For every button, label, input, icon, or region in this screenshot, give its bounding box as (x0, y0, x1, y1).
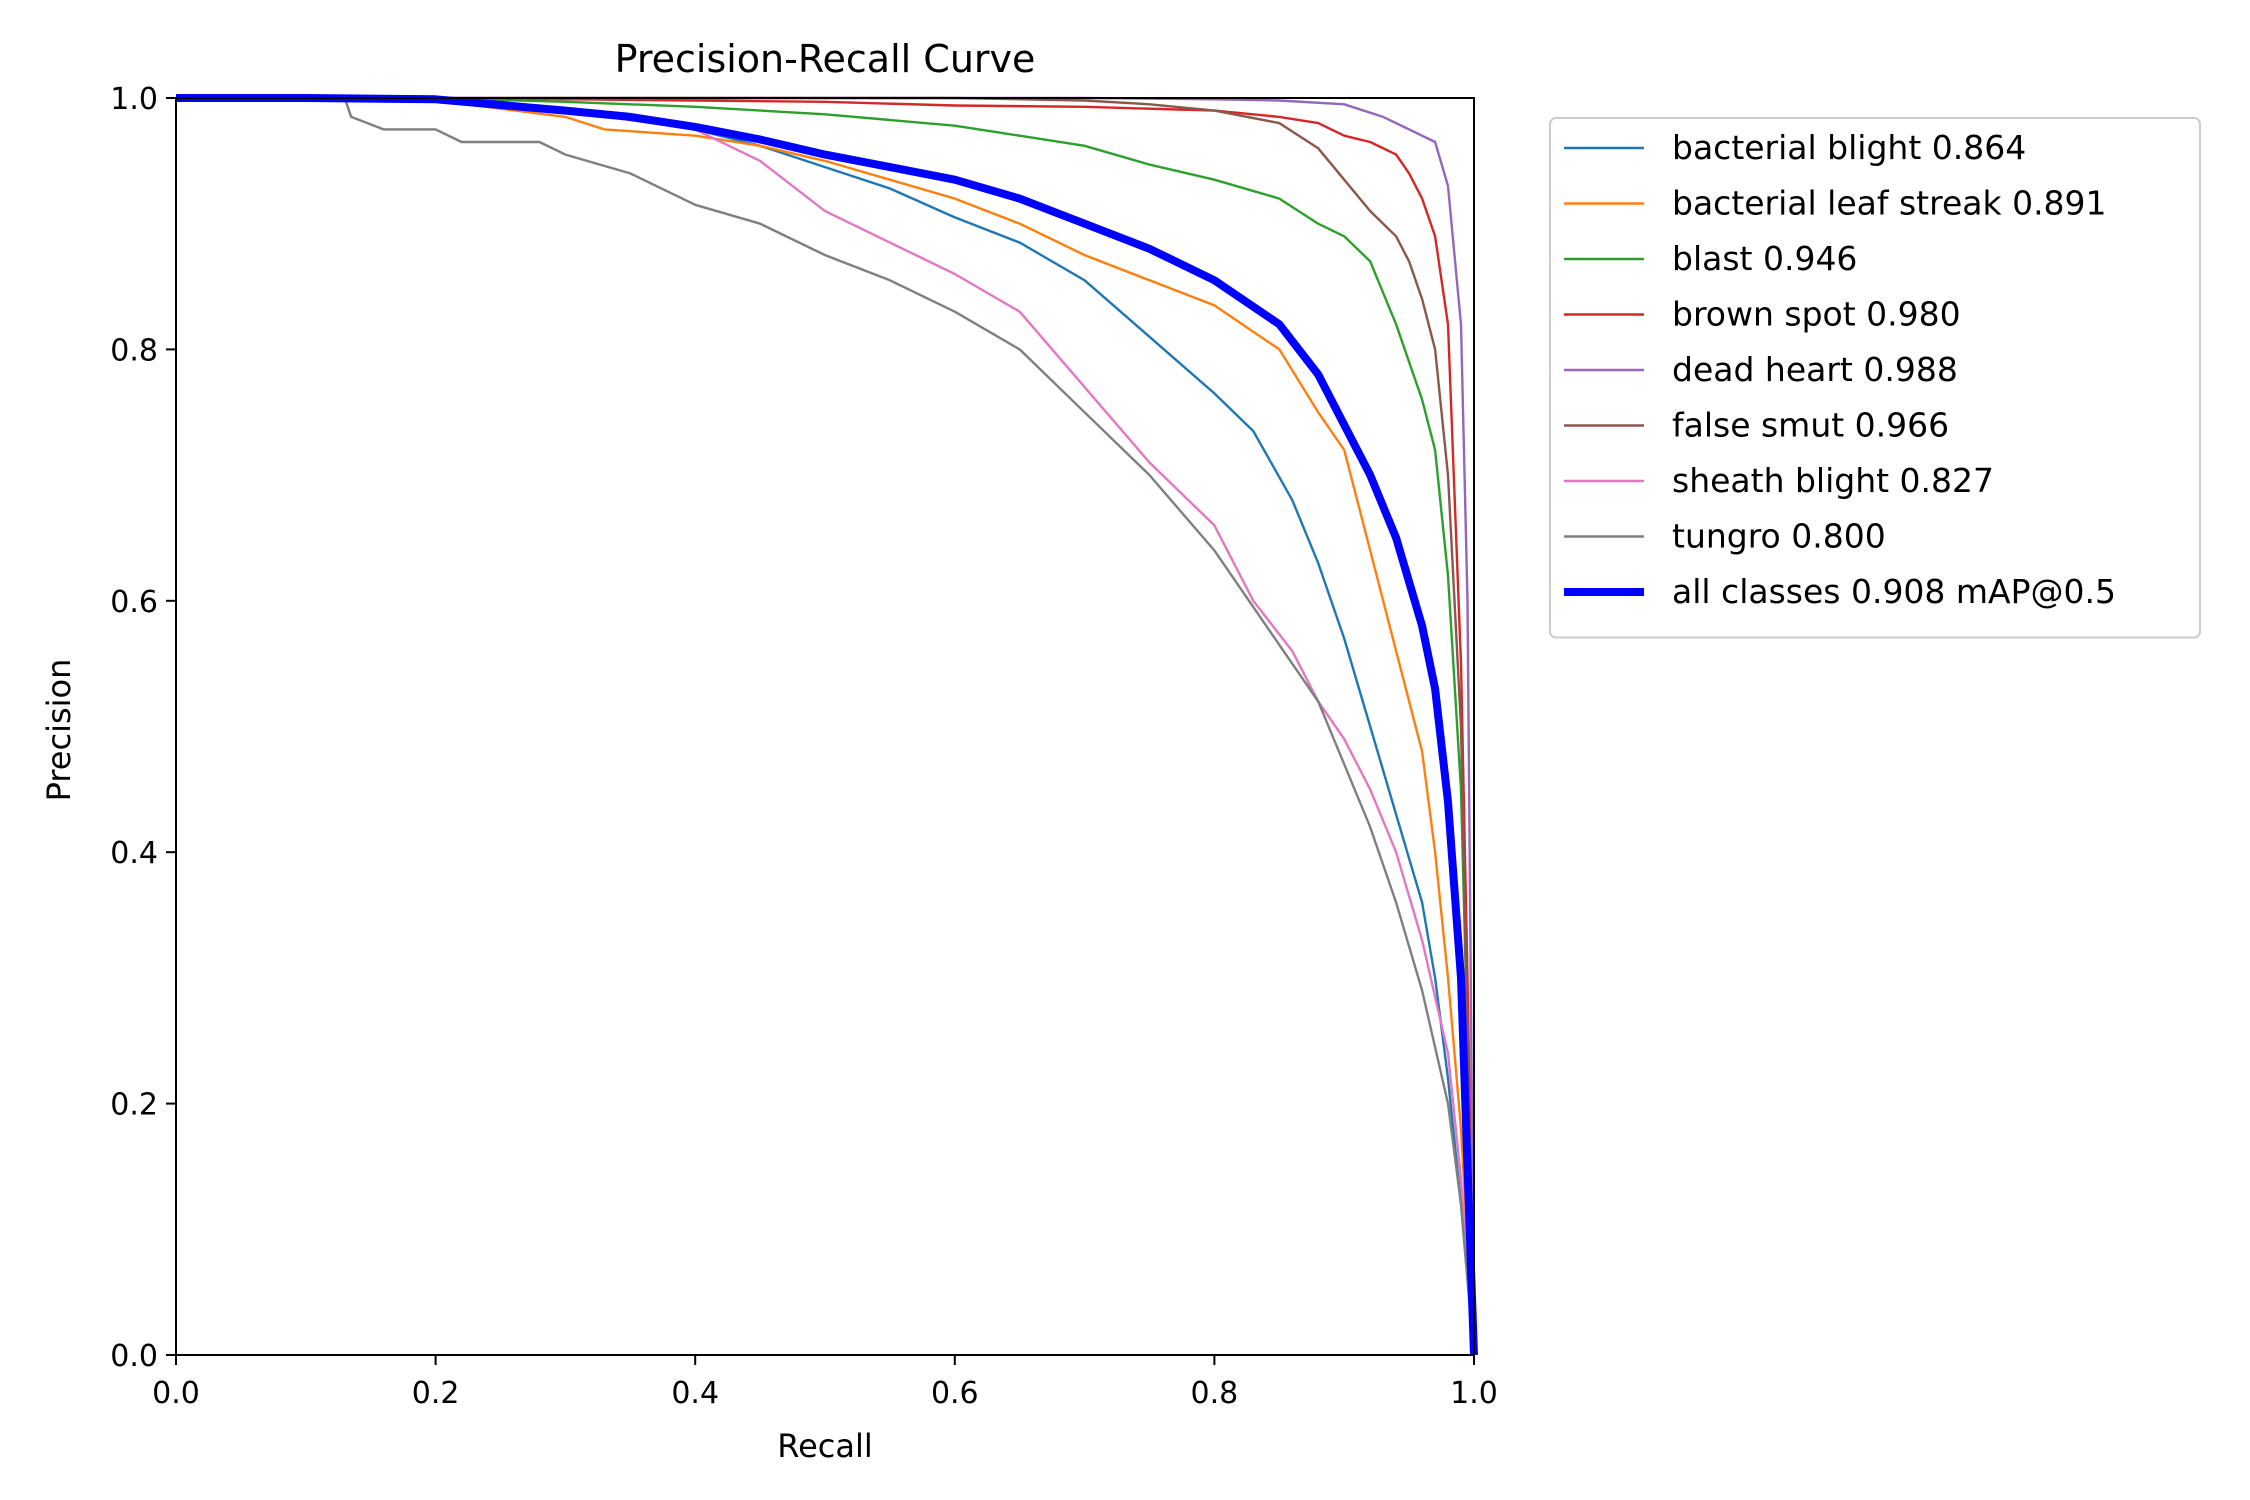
legend-label-6: sheath blight 0.827 (1672, 461, 1994, 500)
x-tick-label: 0.0 (152, 1376, 200, 1411)
legend-label-1: bacterial leaf streak 0.891 (1672, 184, 2107, 223)
y-tick-label: 1.0 (110, 82, 158, 117)
legend-label-8: all classes 0.908 mAP@0.5 (1672, 572, 2116, 611)
plot-area: 0.0 0.2 0.4 0.6 0.8 1.0 0.0 0.2 0.4 0.6 0.8 1.0 (110, 82, 1498, 1411)
x-axis-label: Recall (777, 1427, 872, 1465)
legend-label-5: false smut 0.966 (1672, 406, 1949, 445)
legend-box (1549, 117, 2201, 639)
y-tick-label: 0.8 (110, 333, 158, 368)
legend: bacterial blight 0.864 bacterial leaf str… (1549, 117, 2201, 639)
series-line-7 (176, 96, 1476, 1356)
x-tick-label: 0.8 (1191, 1376, 1239, 1411)
x-tick-label: 0.6 (931, 1376, 979, 1411)
x-tick-label: 0.2 (412, 1376, 460, 1411)
legend-label-4: dead heart 0.988 (1672, 350, 1958, 389)
y-tick-label: 0.6 (110, 585, 158, 620)
series-line-3 (176, 96, 1476, 1356)
x-tick-label: 1.0 (1450, 1376, 1498, 1411)
legend-label-0: bacterial blight 0.864 (1672, 128, 2026, 167)
y-axis-label: Precision (40, 659, 78, 802)
legend-label-2: blast 0.946 (1672, 239, 1857, 278)
chart-title: Precision-Recall Curve (615, 37, 1036, 81)
y-tick-label: 0.2 (110, 1088, 158, 1123)
x-tick-label: 0.4 (671, 1376, 719, 1411)
series-line-1 (176, 96, 1476, 1356)
y-tick-label: 0.4 (110, 836, 158, 871)
series-line-8 (176, 94, 1478, 1356)
legend-label-3: brown spot 0.980 (1672, 295, 1961, 334)
series-line-2 (176, 96, 1476, 1356)
y-tick-label: 0.0 (110, 1339, 158, 1374)
axes-frame (175, 97, 1475, 1356)
legend-label-7: tungro 0.800 (1672, 517, 1886, 556)
